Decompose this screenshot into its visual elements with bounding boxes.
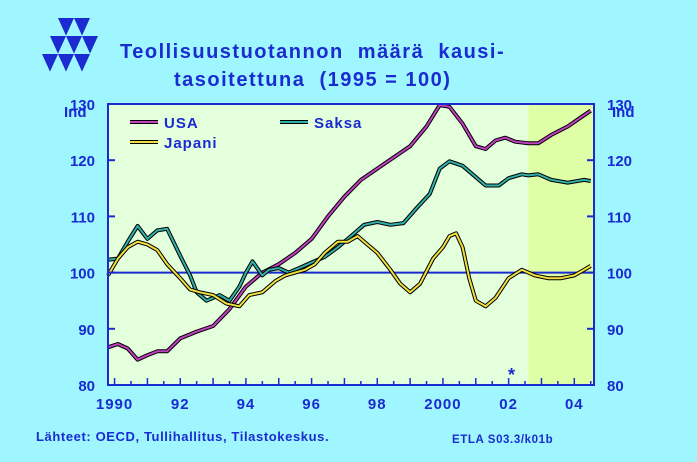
reference-code: ETLA S03.3/k01b	[452, 434, 554, 446]
logo-triangle	[66, 36, 82, 54]
y-tick-label-right: 130	[607, 97, 632, 114]
logo-triangle	[50, 36, 66, 54]
logo-triangle	[58, 54, 74, 72]
legend-label-saksa: Saksa	[314, 115, 362, 132]
y-tick-label-left: 100	[70, 266, 95, 283]
logo-icon	[42, 18, 98, 72]
plot-background	[108, 104, 594, 385]
y-tick-label-left: 110	[71, 209, 95, 226]
x-tick-label: 2000	[424, 396, 461, 413]
legend-label-japani: Japani	[164, 135, 218, 152]
x-tick-label: 98	[368, 396, 387, 413]
series-line-saksa	[107, 160, 591, 302]
y-tick-label-right: 110	[607, 209, 631, 226]
series-line-usa	[107, 104, 592, 361]
forecast-region	[528, 104, 594, 385]
logo-triangle	[82, 36, 98, 54]
y-tick-label-right: 90	[607, 322, 624, 339]
x-tick-label: 92	[171, 396, 190, 413]
y-tick-label-left: 120	[70, 153, 95, 170]
y-tick-label-left: 80	[78, 378, 95, 395]
title-line-1: Teollisuustuotannon määrä kausi-	[120, 41, 506, 63]
y-axis-label-right: Ind	[612, 104, 635, 121]
source-note: Lähteet: OECD, Tullihallitus, Tilastokes…	[36, 429, 330, 444]
logo-triangle	[42, 54, 58, 72]
title-line-2: tasoitettuna (1995 = 100)	[174, 69, 452, 91]
x-tick-label: 94	[237, 396, 256, 413]
y-tick-label-left: 130	[70, 97, 95, 114]
x-tick-label: 96	[302, 396, 321, 413]
y-tick-label-left: 90	[78, 322, 95, 339]
x-tick-label: 04	[565, 396, 584, 413]
legend-label-usa: USA	[164, 115, 199, 132]
x-tick-label: 1990	[96, 396, 133, 413]
logo-triangle	[58, 18, 74, 36]
star-marker: *	[508, 365, 515, 385]
y-tick-label-right: 80	[607, 378, 624, 395]
x-tick-label: 02	[499, 396, 518, 413]
plot-frame	[107, 103, 595, 386]
logo-triangle	[74, 54, 90, 72]
series-line-japani	[107, 232, 592, 308]
chart-title: Teollisuustuotannon määrä kausi- tasoite…	[120, 38, 590, 94]
y-axis-label-left: Ind	[64, 104, 87, 121]
logo-triangle	[74, 18, 90, 36]
y-tick-label-right: 120	[607, 153, 632, 170]
y-tick-label-right: 100	[607, 266, 632, 283]
